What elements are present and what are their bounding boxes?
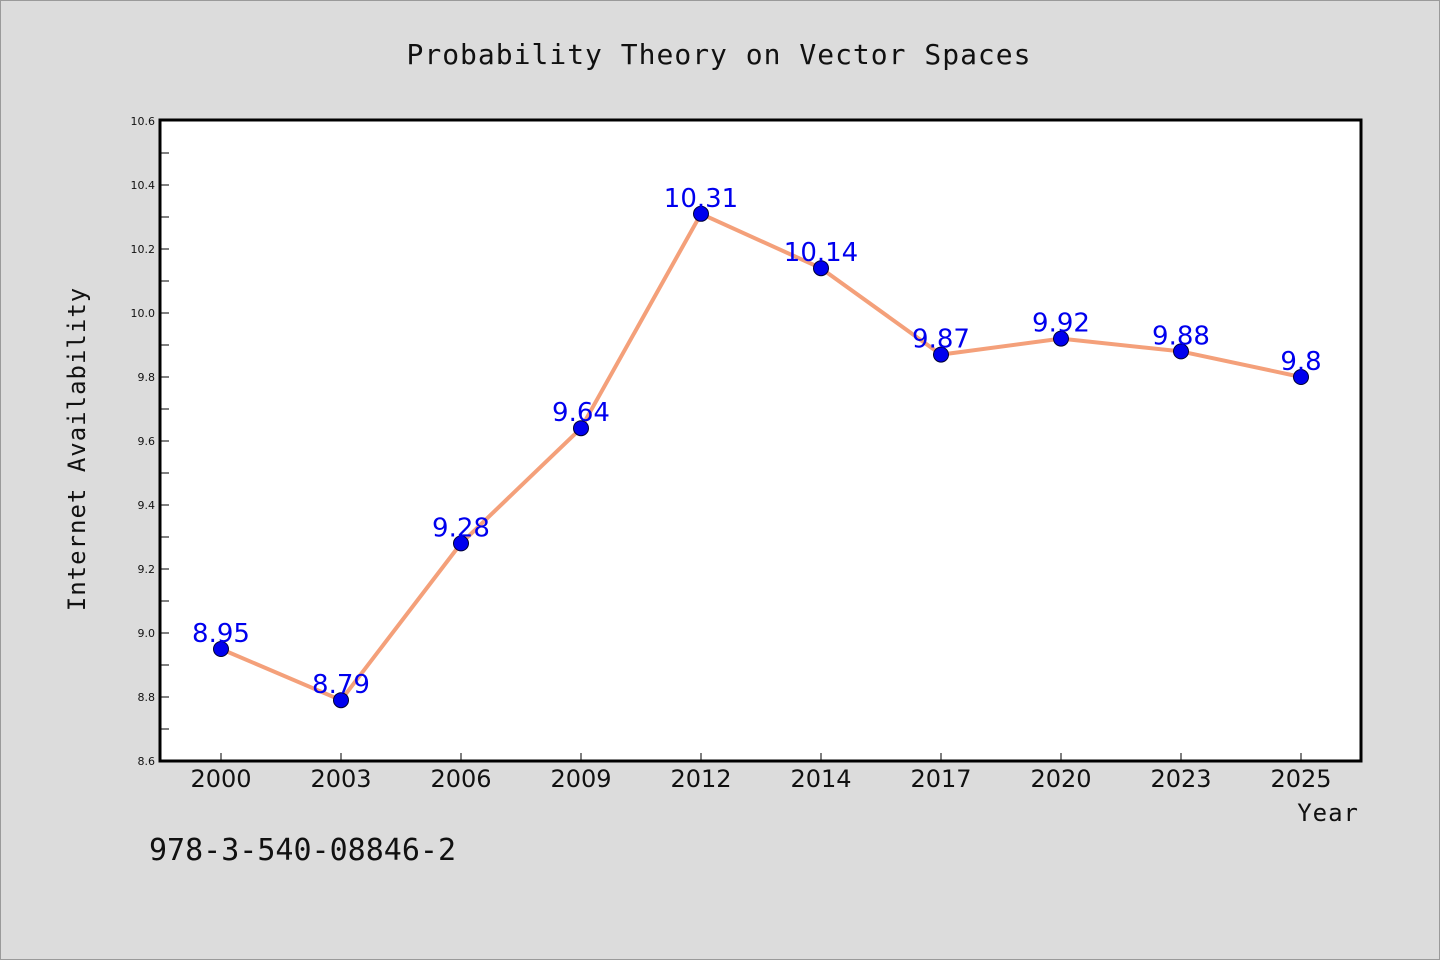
data-label: 9.87 xyxy=(912,325,970,355)
data-point xyxy=(813,260,829,277)
y-tick-label: 9.0 xyxy=(138,627,156,640)
x-tick-label: 2014 xyxy=(790,765,851,793)
data-point xyxy=(1293,369,1309,385)
y-tick-label: 9.8 xyxy=(138,371,156,384)
data-label: 9.92 xyxy=(1032,309,1090,339)
data-point xyxy=(1173,343,1189,360)
data-label: 8.79 xyxy=(312,670,370,700)
data-label: 8.95 xyxy=(192,619,250,649)
x-tick-label: 2000 xyxy=(190,765,251,793)
x-tick-label: 2003 xyxy=(310,765,371,793)
x-tick-label: 2023 xyxy=(1150,765,1211,793)
data-point xyxy=(1053,330,1069,347)
y-axis: 8.6 8.8 9.0 9.2 9.4 9.6 9.8 10.0 10.2 10.4 10.6 xyxy=(131,115,169,768)
data-point xyxy=(213,641,229,657)
y-tick-label: 10.6 xyxy=(131,115,156,128)
data-label: 10.14 xyxy=(784,238,858,268)
data-labels-group: 8.95 8.79 9.28 9.64 10.31 10.14 9.87 9.92 9.88 9.… xyxy=(192,184,1322,700)
data-label: 9.8 xyxy=(1280,347,1321,377)
markers-group xyxy=(213,205,1309,709)
x-tick-label: 2012 xyxy=(670,765,731,793)
y-axis-label: Internet Availability xyxy=(63,287,91,611)
y-tick-label: 10.2 xyxy=(131,243,156,256)
y-tick-label: 10.4 xyxy=(131,179,156,192)
y-tick-label: 8.8 xyxy=(138,691,156,704)
data-point xyxy=(933,346,949,363)
y-tick-label: 8.6 xyxy=(138,755,156,768)
isbn-annotation: 978-3-540-08846-2 xyxy=(149,833,457,868)
x-tick-label: 2009 xyxy=(550,765,611,793)
data-point xyxy=(573,420,589,437)
data-point xyxy=(453,535,469,552)
y-tick-label: 9.4 xyxy=(138,499,156,512)
x-tick-label: 2020 xyxy=(1030,765,1091,793)
y-tick-label: 9.6 xyxy=(138,435,156,448)
data-label: 9.88 xyxy=(1152,321,1210,351)
data-point xyxy=(333,692,349,709)
series-line xyxy=(220,211,1302,703)
chart-title: Probability Theory on Vector Spaces xyxy=(406,38,1031,71)
y-tick-label: 10.0 xyxy=(131,307,156,320)
x-tick-label: 2006 xyxy=(430,765,491,793)
data-label: 9.64 xyxy=(552,398,610,428)
series-line-group xyxy=(220,211,1302,703)
y-tick-label: 9.2 xyxy=(138,563,156,576)
data-label: 10.31 xyxy=(664,184,738,214)
plot-area xyxy=(158,118,1363,763)
x-tick-label: 2017 xyxy=(910,765,971,793)
x-axis-label: Year xyxy=(1297,799,1359,827)
data-label: 9.28 xyxy=(432,513,490,543)
x-axis: 2000 2003 2006 2009 2012 2014 2017 2020 2023 2025 xyxy=(190,753,1332,793)
x-tick-label: 2025 xyxy=(1270,765,1331,793)
data-point xyxy=(693,205,709,222)
